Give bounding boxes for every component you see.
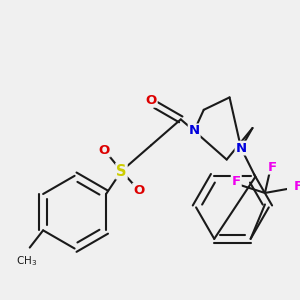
Text: O: O xyxy=(99,143,110,157)
Text: O: O xyxy=(133,184,144,197)
Text: F: F xyxy=(268,160,277,174)
Text: CH$_3$: CH$_3$ xyxy=(16,254,38,268)
Text: S: S xyxy=(116,164,127,178)
Text: F: F xyxy=(294,180,300,193)
Text: N: N xyxy=(236,142,247,154)
Text: N: N xyxy=(189,124,200,137)
Text: O: O xyxy=(146,94,157,107)
Text: F: F xyxy=(232,175,241,188)
